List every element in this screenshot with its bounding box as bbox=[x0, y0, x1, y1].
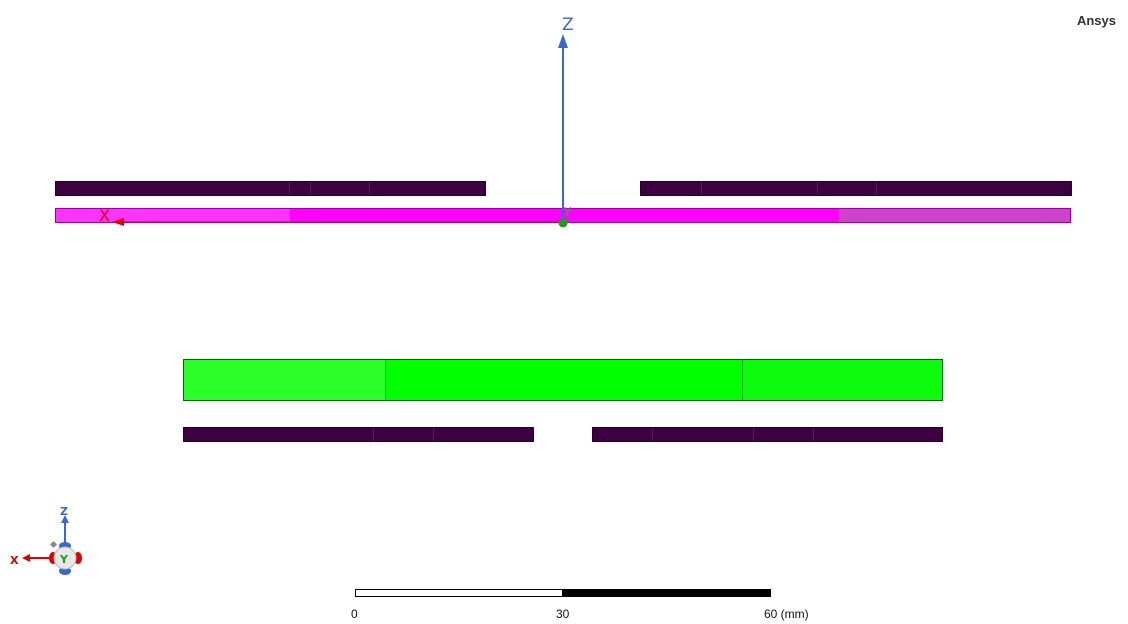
scale-label-30: 30 bbox=[556, 607, 570, 621]
edge-line bbox=[817, 182, 818, 195]
upper-right-dark-body[interactable] bbox=[640, 181, 1072, 196]
ansys-logo-text: Ansys bbox=[1076, 13, 1116, 28]
edge-line bbox=[373, 428, 374, 441]
magenta-segment-middle bbox=[290, 209, 839, 222]
triad-iso-view-icon[interactable] bbox=[49, 540, 58, 549]
scale-bar-black-segment bbox=[563, 589, 771, 597]
scale-bar-white-segment bbox=[355, 589, 563, 597]
edge-line bbox=[742, 360, 743, 400]
lower-right-dark-body[interactable] bbox=[592, 427, 943, 442]
triad-z-label: Z bbox=[60, 505, 68, 518]
triad-center-icon[interactable] bbox=[53, 546, 77, 570]
lower-left-dark-body[interactable] bbox=[183, 427, 534, 442]
edge-line bbox=[753, 428, 754, 441]
edge-line bbox=[652, 428, 653, 441]
scale-label-0: 0 bbox=[351, 607, 358, 621]
upper-left-dark-body[interactable] bbox=[55, 181, 486, 196]
triad-z-arrow-icon bbox=[61, 515, 69, 523]
global-z-arrow-icon bbox=[558, 34, 568, 48]
edge-line bbox=[813, 428, 814, 441]
green-segment-middle bbox=[385, 360, 742, 400]
green-body[interactable] bbox=[183, 359, 943, 401]
magenta-segment-left bbox=[56, 209, 290, 222]
triad-x-label: X bbox=[10, 554, 19, 567]
green-segment-right bbox=[742, 360, 942, 400]
edge-line bbox=[289, 182, 290, 195]
global-z-label: Z bbox=[562, 15, 574, 35]
magenta-segment-right bbox=[839, 209, 1070, 222]
triad-y-label: Y bbox=[60, 553, 68, 566]
green-segment-left bbox=[184, 360, 385, 400]
triad-x-arrow-icon bbox=[22, 554, 30, 562]
global-y-label: Y bbox=[564, 205, 572, 219]
edge-line bbox=[876, 182, 877, 195]
edge-line bbox=[433, 428, 434, 441]
edge-line bbox=[701, 182, 702, 195]
edge-line bbox=[385, 360, 386, 400]
global-x-label: X bbox=[99, 206, 110, 225]
edge-line bbox=[310, 182, 311, 195]
global-x-arrow-icon bbox=[112, 218, 124, 226]
origin-marker-icon bbox=[558, 218, 568, 228]
scale-label-60: 60 (mm) bbox=[764, 607, 809, 621]
edge-line bbox=[369, 182, 370, 195]
